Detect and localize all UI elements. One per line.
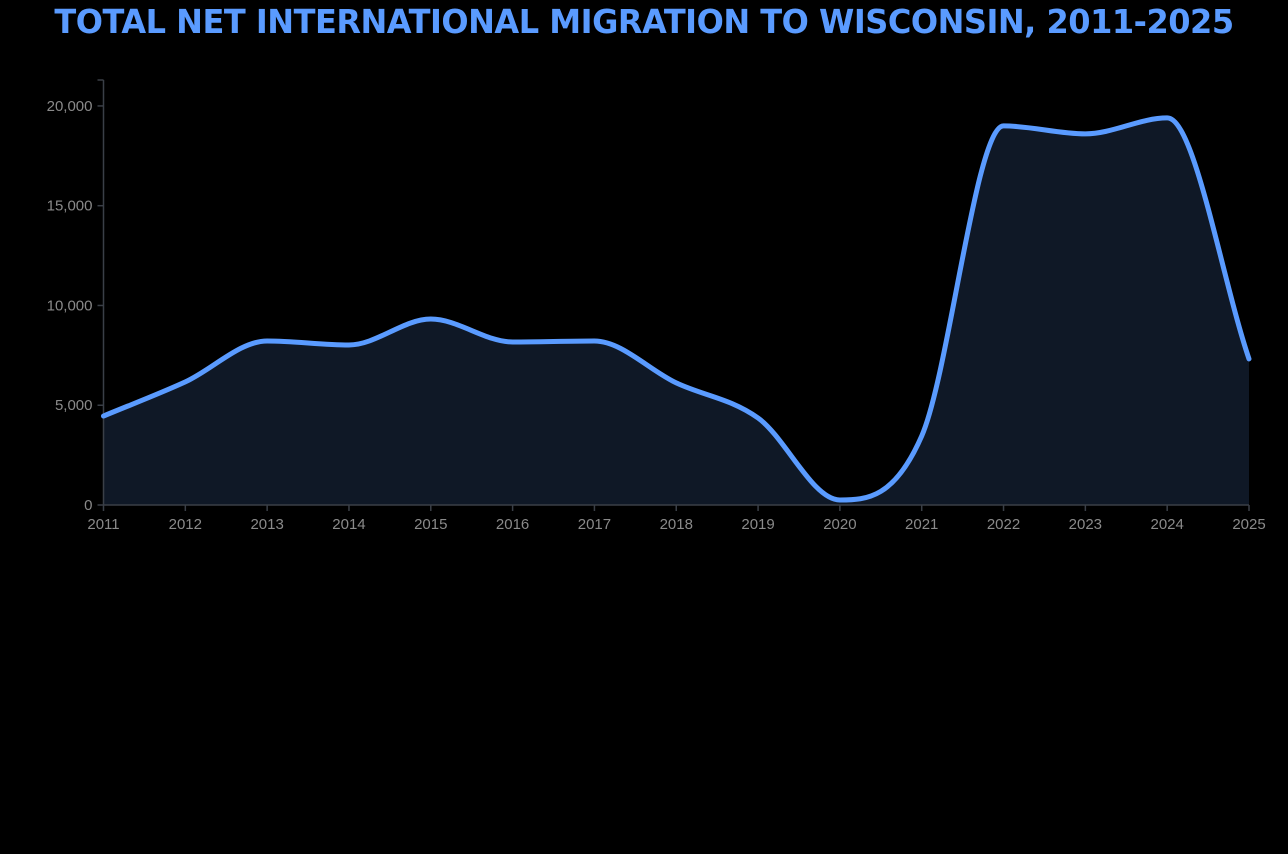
x-tick-label: 2017 xyxy=(578,516,611,533)
x-tick-label: 2022 xyxy=(987,516,1020,533)
y-tick-label: 10,000 xyxy=(47,297,93,314)
x-tick-label: 2020 xyxy=(823,516,856,533)
x-tick-label: 2024 xyxy=(1150,516,1183,533)
y-tick-label: 0 xyxy=(84,497,92,514)
x-tick-label: 2014 xyxy=(332,516,365,533)
x-tick-label: 2013 xyxy=(250,516,283,533)
x-tick-label: 2019 xyxy=(741,516,774,533)
x-tick-label: 2016 xyxy=(496,516,529,533)
y-tick-label: 20,000 xyxy=(47,98,93,115)
y-tick-label: 15,000 xyxy=(47,198,93,215)
y-tick-label: 5,000 xyxy=(55,397,93,414)
area-fill xyxy=(103,117,1249,505)
x-tick-label: 2023 xyxy=(1069,516,1102,533)
x-tick-label: 2021 xyxy=(905,516,938,533)
x-tick-label: 2015 xyxy=(414,516,447,533)
x-tick-label: 2018 xyxy=(660,516,693,533)
x-tick-label: 2011 xyxy=(87,516,119,533)
chart-title: TOTAL NET INTERNATIONAL MIGRATION TO WIS… xyxy=(54,2,1234,41)
x-tick-label: 2025 xyxy=(1232,516,1265,533)
series-line xyxy=(101,115,1252,503)
x-tick-label: 2012 xyxy=(169,516,202,533)
